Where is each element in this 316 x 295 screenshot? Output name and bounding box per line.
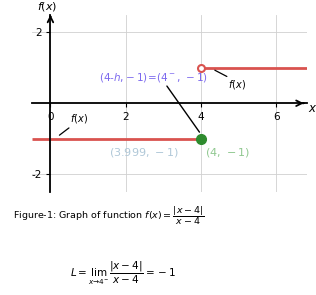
- Text: $x$: $x$: [308, 102, 316, 115]
- Text: $f(x)$: $f(x)$: [37, 0, 58, 13]
- Text: $(4,\,-1)$: $(4,\,-1)$: [205, 146, 250, 159]
- Text: $f(x)$: $f(x)$: [228, 78, 246, 91]
- Text: $(4\text{-}h,\!-1)\!=\!(4^-,\,-1)$: $(4\text{-}h,\!-1)\!=\!(4^-,\,-1)$: [100, 71, 208, 84]
- Text: $L = \lim_{x \to 4^{-}} \dfrac{|x-4|}{x-4} = -1$: $L = \lim_{x \to 4^{-}} \dfrac{|x-4|}{x-…: [70, 260, 176, 287]
- Text: Figure-1: Graph of function $f(x) = \dfrac{|x-4|}{x-4}$: Figure-1: Graph of function $f(x) = \dfr…: [13, 204, 204, 227]
- Text: $f(x)$: $f(x)$: [70, 112, 88, 125]
- Text: $( 3.999,\,-1)$: $( 3.999,\,-1)$: [109, 146, 179, 159]
